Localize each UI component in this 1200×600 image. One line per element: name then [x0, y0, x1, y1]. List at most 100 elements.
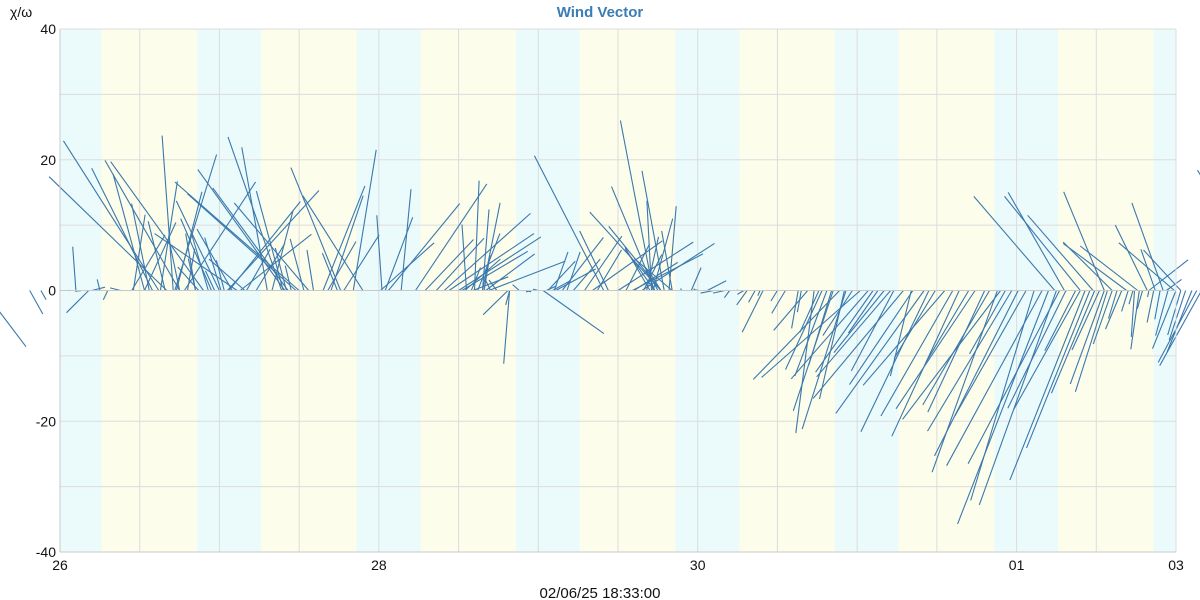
wind-vector-31	[174, 154, 218, 291]
wind-vector-193	[957, 290, 1050, 525]
wind-vector-93	[488, 279, 498, 291]
wind-vector-167	[815, 290, 874, 373]
wind-vector-157	[785, 290, 823, 370]
wind-vector-165	[761, 290, 861, 378]
x-tick-label: 26	[52, 557, 68, 573]
y-tick-label: 0	[48, 283, 56, 299]
wind-vector-73	[380, 242, 435, 291]
wind-vector-187	[969, 290, 1006, 355]
wind-vector-160	[752, 290, 840, 380]
wind-vector-41	[154, 233, 238, 291]
wind-vector-129	[633, 258, 673, 291]
wind-vector-134	[624, 248, 656, 291]
wind-vector-221	[1157, 290, 1198, 363]
timestamp-label: 02/06/25 18:33:00	[540, 585, 661, 600]
wind-vector-183	[927, 290, 986, 413]
wind-vector-204	[1074, 290, 1108, 392]
wind-vector-59	[289, 238, 305, 291]
wind-vector-60	[306, 249, 315, 291]
wind-vector-22	[132, 214, 146, 291]
wind-vector-192	[946, 290, 1043, 466]
wind-vector-82	[473, 180, 480, 291]
wind-vector-156	[799, 290, 820, 333]
wind-vector-149	[757, 290, 761, 296]
wind-vector-207	[1104, 290, 1123, 330]
wind-vector-68	[302, 195, 364, 291]
wind-vector-212	[1136, 290, 1144, 309]
wind-vector-222	[1159, 292, 1200, 366]
wind-vector-66	[352, 149, 377, 291]
wind-vector-103	[547, 260, 576, 291]
wind-vector-218	[1167, 290, 1182, 336]
wind-vector-58	[233, 202, 310, 291]
wind-vector-67	[343, 234, 380, 291]
wind-vector-74	[415, 183, 488, 291]
wind-vector-217	[1146, 290, 1155, 323]
wind-vector-36	[183, 181, 257, 291]
y-tick-labels: -40 -20 0 20 40	[36, 21, 56, 560]
wind-vector-166	[790, 290, 869, 380]
wind-vector-150	[770, 290, 778, 302]
wind-vector-102	[542, 290, 605, 335]
wind-vector-57	[284, 265, 292, 291]
x-tick-label: 30	[690, 557, 706, 573]
wind-vector-158	[794, 290, 828, 377]
wind-vector-9	[66, 290, 90, 314]
wind-vector-94	[503, 290, 511, 364]
wind-vector-185	[931, 290, 998, 473]
wind-vector-215	[1155, 290, 1169, 336]
wind-vector-105	[552, 280, 571, 291]
wind-vector-226	[1027, 214, 1094, 291]
wind-vector-84	[481, 202, 501, 291]
wind-vector-0	[0, 311, 27, 348]
wind-vector-77	[443, 212, 531, 291]
wind-vector-175	[835, 290, 925, 414]
wind-vector-231	[1114, 224, 1148, 291]
wind-vector-227	[1063, 191, 1105, 291]
wind-vector-230	[1079, 245, 1139, 291]
wind-vector-4	[72, 246, 77, 291]
wind-vector-190	[954, 290, 1027, 417]
wind-vector-109	[584, 235, 623, 291]
wind-vector-18	[112, 173, 146, 291]
wind-vector-225	[1004, 196, 1081, 291]
wind-vector-64	[327, 241, 357, 291]
wind-vector-236	[1148, 259, 1189, 291]
wind-vector-42	[208, 258, 246, 291]
axes	[59, 29, 1177, 553]
wind-vector-172	[812, 290, 904, 399]
wind-vector-209	[1128, 290, 1134, 305]
wind-vector-43	[246, 249, 271, 291]
wind-vector-38	[175, 200, 220, 291]
wind-vector-30	[175, 191, 203, 291]
wind-vector-184	[922, 290, 990, 406]
wind-vector-40	[196, 228, 233, 291]
wind-vector-154	[773, 290, 809, 331]
wind-vector-91	[483, 255, 491, 291]
x-tick-labels: 26 28 30 01 03	[52, 557, 1184, 573]
wind-vector-161	[792, 290, 834, 411]
wind-vector-52	[187, 193, 297, 291]
wind-vector-96	[505, 290, 511, 306]
wind-vector-135	[668, 206, 677, 291]
wind-vector-196	[1007, 290, 1067, 409]
wind-vector-23	[131, 234, 166, 291]
wind-vector-199	[1009, 290, 1086, 481]
wind-vector-19	[161, 135, 174, 291]
wind-vector-24	[131, 203, 150, 291]
wind-vector-145	[737, 290, 745, 295]
wind-vector-133	[661, 230, 673, 291]
wind-vector-176	[860, 290, 930, 432]
y-tick-label: -40	[36, 544, 56, 560]
wind-vector-70	[384, 217, 414, 291]
wind-vector-6	[102, 290, 109, 300]
wind-vector-237	[1166, 278, 1182, 291]
wind-vector-195	[967, 290, 1061, 464]
y-tick-label: -20	[36, 413, 56, 429]
wind-vector-223	[973, 196, 1056, 291]
wind-vector-200	[1025, 290, 1091, 449]
wind-vector-97	[512, 284, 520, 291]
wind-vector-54	[255, 190, 284, 291]
wind-vector-112	[533, 155, 605, 291]
